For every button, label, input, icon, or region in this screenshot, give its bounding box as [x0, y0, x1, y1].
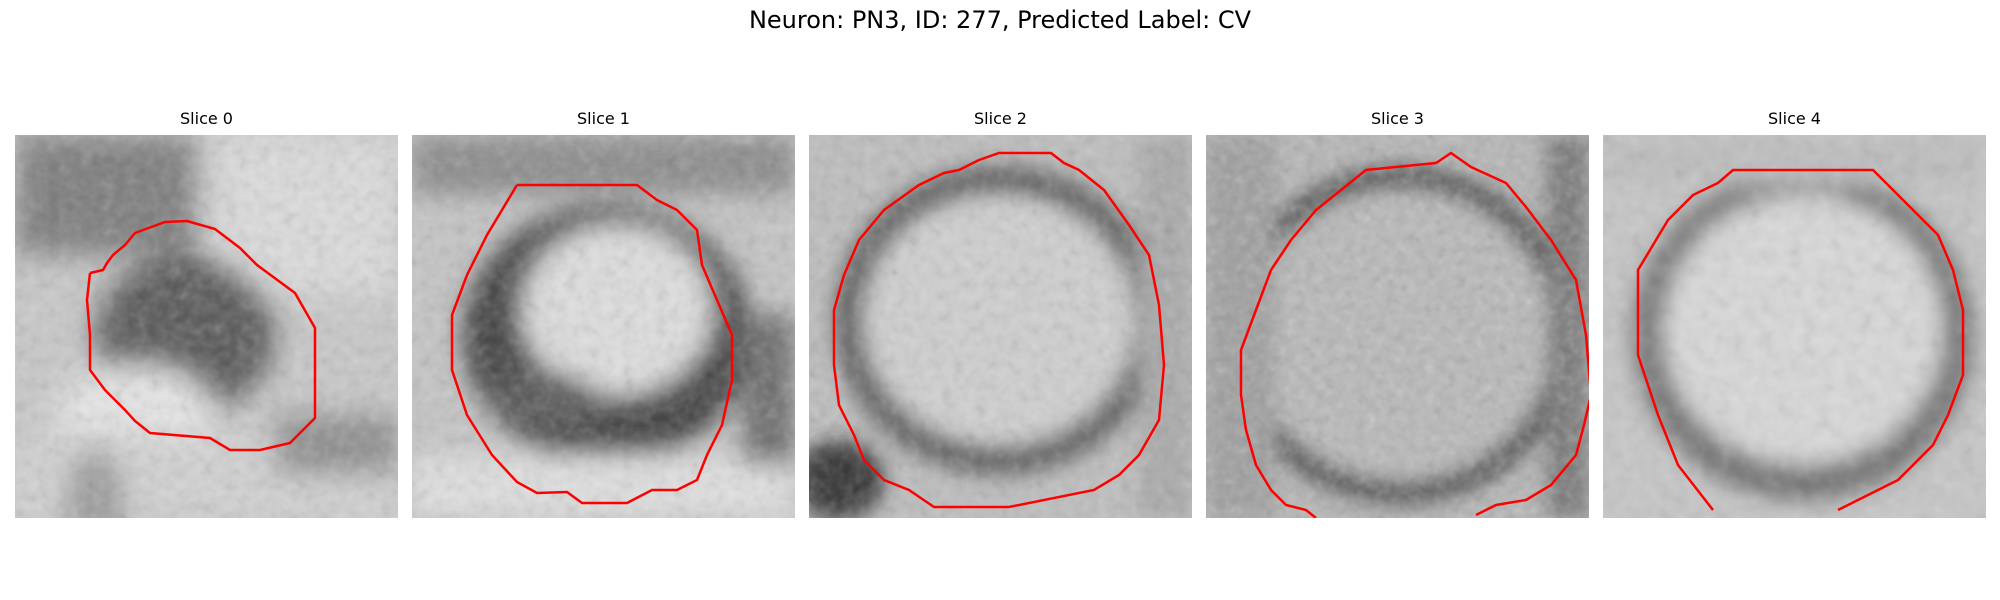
slice-title: Slice 0 — [180, 109, 233, 128]
slice-image-4 — [1603, 135, 1986, 518]
slice-image-1 — [412, 135, 795, 518]
slice-title: Slice 3 — [1371, 109, 1424, 128]
slice-panel-1: Slice 1 — [412, 108, 795, 518]
contour-line — [1269, 151, 1589, 517]
slice-title: Slice 1 — [577, 109, 630, 128]
slice-panel-0: Slice 0 — [15, 108, 398, 518]
contour-line — [1636, 168, 1965, 512]
figure-title: Neuron: PN3, ID: 277, Predicted Label: C… — [748, 6, 1252, 34]
slice-image-0 — [15, 135, 398, 518]
slice-panel-2: Slice 2 — [809, 108, 1192, 518]
slice-title: Slice 2 — [974, 109, 1027, 128]
slice-image-2 — [809, 135, 1192, 518]
contour-line — [85, 219, 317, 452]
contour-line — [450, 183, 734, 505]
slice-title: Slice 4 — [1768, 109, 1821, 128]
slice-panel-4: Slice 4 — [1603, 108, 1986, 518]
slice-image-3 — [1206, 135, 1589, 518]
contour-line — [1239, 269, 1317, 518]
slice-panel-3: Slice 3 — [1206, 108, 1589, 518]
contour-line — [832, 151, 1166, 509]
